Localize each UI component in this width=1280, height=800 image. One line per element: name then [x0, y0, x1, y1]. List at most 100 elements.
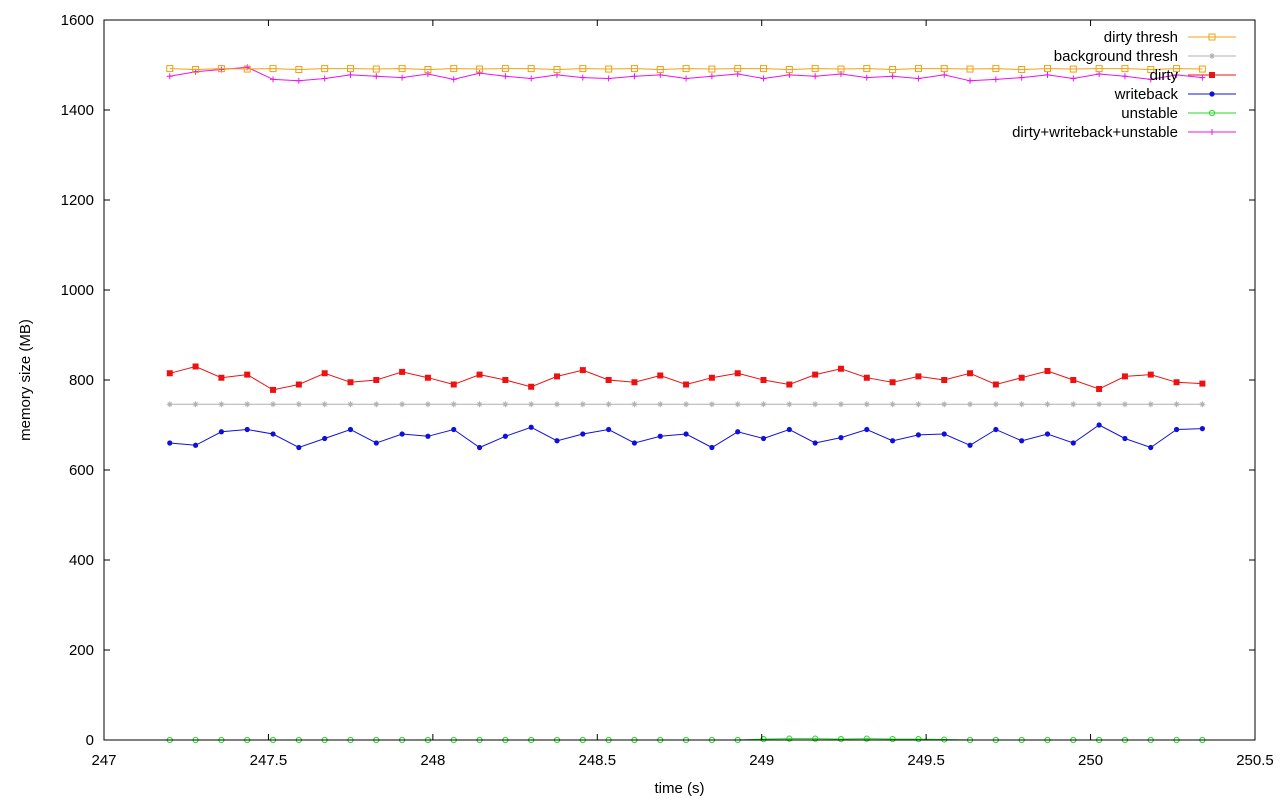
data-point	[451, 426, 457, 433]
data-point	[244, 401, 251, 408]
y-tick-label: 1600	[61, 12, 94, 29]
data-point	[915, 75, 922, 82]
data-point	[372, 65, 380, 73]
data-point	[424, 374, 431, 381]
data-point	[450, 76, 457, 83]
series-dirty-thresh	[166, 65, 1206, 73]
data-point	[1122, 435, 1128, 442]
data-point	[501, 65, 509, 73]
data-point	[218, 374, 225, 381]
data-point	[786, 401, 793, 408]
data-point	[631, 401, 638, 408]
data-point	[192, 66, 200, 73]
data-point	[605, 75, 612, 82]
legend-marker	[1209, 129, 1215, 135]
legend-label: dirty	[1150, 67, 1179, 84]
series-line	[169, 68, 1203, 71]
data-point	[915, 736, 922, 743]
data-point	[993, 426, 999, 433]
data-point	[992, 76, 999, 83]
data-point	[838, 435, 844, 441]
data-point	[1096, 401, 1103, 408]
data-point	[1121, 73, 1128, 80]
data-point	[218, 401, 225, 408]
data-point	[863, 374, 870, 381]
data-point	[760, 401, 767, 408]
data-point	[553, 66, 561, 73]
data-point	[1147, 371, 1154, 378]
data-point	[657, 433, 663, 439]
data-point	[760, 377, 767, 383]
data-point	[502, 433, 508, 439]
data-point	[606, 426, 612, 433]
data-point	[373, 401, 380, 408]
x-tick-label: 250	[1078, 752, 1103, 769]
data-point	[399, 368, 406, 375]
data-point	[321, 65, 329, 73]
data-point	[811, 65, 819, 73]
data-point	[398, 65, 406, 73]
data-point	[502, 73, 509, 80]
data-point	[476, 65, 484, 73]
data-point	[1198, 65, 1206, 73]
data-point	[528, 401, 535, 408]
data-point	[631, 73, 638, 80]
data-point	[812, 73, 819, 80]
data-point	[270, 76, 277, 83]
data-point	[1070, 377, 1077, 383]
data-point	[863, 735, 870, 742]
data-point	[915, 401, 922, 408]
data-point	[346, 65, 354, 73]
data-point	[295, 401, 302, 408]
data-point	[166, 401, 173, 408]
data-point	[915, 373, 922, 380]
x-tick-label: 250.5	[1236, 752, 1274, 769]
data-point	[967, 442, 973, 448]
data-point	[837, 736, 845, 743]
data-point	[941, 431, 947, 437]
data-point	[656, 66, 664, 73]
data-point	[812, 440, 818, 446]
data-point	[347, 426, 354, 433]
data-point	[1096, 386, 1103, 392]
data-point	[244, 426, 250, 433]
data-point	[502, 377, 509, 383]
data-point	[1199, 74, 1206, 81]
data-point	[734, 370, 741, 377]
series-writeback	[167, 422, 1205, 451]
data-point	[837, 365, 844, 372]
data-point	[837, 401, 844, 408]
data-point	[424, 401, 431, 408]
data-point	[347, 379, 354, 386]
data-point	[424, 66, 432, 73]
data-point	[992, 65, 1000, 73]
x-tick-label: 249	[749, 752, 774, 769]
data-point	[709, 444, 715, 451]
data-point	[708, 65, 716, 73]
data-point	[605, 377, 612, 383]
data-point	[708, 374, 715, 381]
data-point	[270, 386, 277, 393]
legend-marker	[1209, 53, 1215, 59]
data-point	[657, 372, 664, 379]
data-point	[399, 431, 405, 437]
data-point	[889, 736, 896, 743]
data-point	[1018, 401, 1025, 408]
data-point	[192, 401, 199, 408]
data-point	[579, 65, 587, 73]
data-point	[295, 77, 302, 84]
data-point	[889, 66, 897, 73]
data-point	[554, 401, 561, 408]
data-point	[1070, 75, 1077, 82]
series-layer	[166, 64, 1206, 744]
data-point	[295, 66, 303, 73]
data-point	[347, 401, 354, 408]
data-point	[683, 401, 690, 408]
data-point	[217, 65, 225, 73]
y-tick-label: 1200	[61, 192, 94, 209]
data-point	[967, 77, 974, 84]
data-point	[1070, 440, 1076, 446]
data-point	[1096, 422, 1102, 428]
data-point	[399, 401, 406, 408]
